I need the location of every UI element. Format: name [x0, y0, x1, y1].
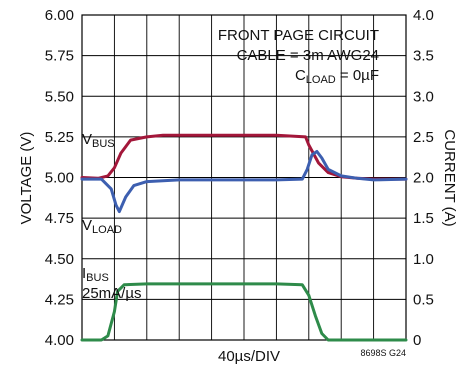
vbus-main: V	[82, 131, 92, 148]
vbus-sub: BUS	[92, 138, 115, 150]
label-vbus: VBUS	[82, 131, 115, 150]
y-left-tick-label: 4.50	[45, 251, 74, 268]
cload-main: C	[295, 67, 306, 84]
y-right-axis-label: CURRENT (A)	[441, 129, 458, 226]
series-ibus	[80, 282, 408, 342]
y-right-tick-label: 1.0	[413, 251, 434, 268]
label-ibus-rate: 25mA/µs	[82, 285, 142, 302]
series-vload	[80, 150, 408, 214]
y-right-tick-label: 0	[413, 332, 421, 349]
y-left-axis-label: VOLTAGE (V)	[18, 132, 35, 225]
y-left-tick-label: 6.00	[45, 7, 74, 24]
y-left-tick-label: 5.25	[45, 129, 74, 146]
ibus-sub: BUS	[86, 272, 109, 284]
annotation-cload: CLOAD = 0µF	[295, 67, 379, 86]
ibus-main: I	[82, 265, 86, 282]
y-left-tick-label: 4.00	[45, 332, 74, 349]
label-vload: VLOAD	[82, 217, 122, 236]
y-right-tick-label: 2.0	[413, 170, 434, 187]
x-axis-label: 40µs/DIV	[218, 348, 280, 365]
y-left-tick-label: 5.00	[45, 170, 74, 187]
y-left-tick-label: 5.75	[45, 48, 74, 65]
vload-sub: LOAD	[92, 224, 122, 236]
annotation-line1: FRONT PAGE CIRCUIT	[218, 27, 379, 44]
label-ibus: IBUS	[82, 265, 109, 284]
annotation-line2: CABLE = 3m AWG24	[237, 47, 379, 64]
y-left-tick-label: 4.25	[45, 291, 74, 308]
y-right-tick-label: 3.5	[413, 48, 434, 65]
vload-main: V	[82, 217, 92, 234]
y-left-tick-label: 4.75	[45, 210, 74, 227]
cload-sub: LOAD	[306, 74, 336, 86]
y-right-tick-label: 1.5	[413, 210, 434, 227]
figure-id: 8698S G24	[360, 348, 406, 358]
y-left-tick-label: 5.50	[45, 88, 74, 105]
y-right-tick-label: 3.0	[413, 88, 434, 105]
cload-tail: = 0µF	[336, 67, 379, 84]
y-right-tick-label: 2.5	[413, 129, 434, 146]
y-right-tick-label: 4.0	[413, 7, 434, 24]
y-right-tick-label: 0.5	[413, 291, 434, 308]
